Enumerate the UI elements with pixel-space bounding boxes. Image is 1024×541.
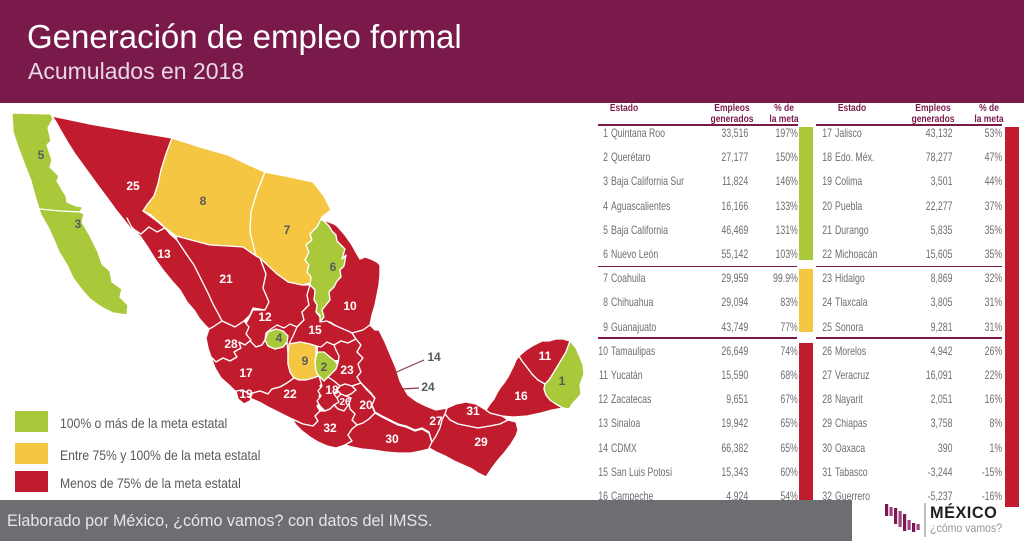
svg-text:6: 6 — [330, 260, 337, 274]
svg-text:17: 17 — [239, 366, 253, 380]
svg-text:8: 8 — [200, 194, 207, 208]
svg-text:22: 22 — [283, 387, 297, 401]
svg-text:3: 3 — [75, 217, 82, 231]
svg-text:23: 23 — [340, 363, 354, 377]
svg-text:12: 12 — [258, 310, 272, 324]
svg-text:7: 7 — [284, 223, 291, 237]
svg-text:10: 10 — [343, 299, 357, 313]
svg-text:9: 9 — [302, 354, 309, 368]
svg-text:18: 18 — [325, 383, 339, 397]
svg-text:21: 21 — [219, 272, 233, 286]
svg-text:24: 24 — [421, 380, 435, 394]
svg-text:15: 15 — [308, 323, 322, 337]
svg-text:31: 31 — [466, 404, 480, 418]
svg-text:20: 20 — [359, 398, 373, 412]
svg-text:16: 16 — [514, 389, 528, 403]
svg-text:14: 14 — [427, 350, 441, 364]
svg-text:27: 27 — [429, 414, 443, 428]
svg-text:4: 4 — [276, 331, 283, 345]
svg-text:30: 30 — [385, 432, 399, 446]
svg-text:29: 29 — [474, 435, 488, 449]
svg-text:1: 1 — [559, 374, 566, 388]
svg-text:19: 19 — [239, 387, 253, 401]
svg-text:2: 2 — [321, 360, 328, 374]
svg-text:13: 13 — [157, 247, 171, 261]
svg-text:5: 5 — [38, 148, 45, 162]
svg-text:26: 26 — [339, 397, 351, 408]
svg-text:11: 11 — [539, 349, 552, 363]
svg-text:28: 28 — [224, 337, 238, 351]
svg-text:25: 25 — [126, 179, 140, 193]
svg-text:32: 32 — [323, 421, 337, 435]
